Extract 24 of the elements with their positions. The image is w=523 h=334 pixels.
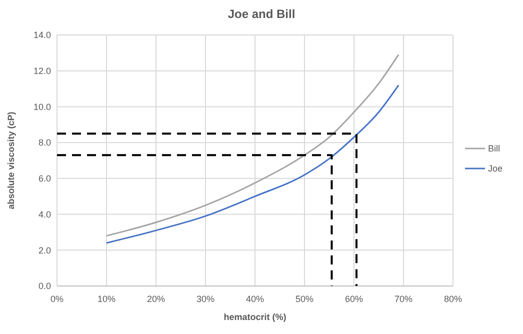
chart-title: Joe and Bill — [228, 7, 296, 21]
y-tick-label: 8.0 — [38, 138, 51, 148]
x-axis-title: hematocrit (%) — [224, 312, 286, 322]
y-axis-title: absolute viscosity (cP) — [6, 112, 16, 210]
x-tick-label: 0% — [50, 294, 64, 304]
x-tick-label: 70% — [394, 294, 413, 304]
x-tick-label: 60% — [344, 294, 364, 304]
x-tick-label: 40% — [246, 294, 264, 304]
line-series — [106, 54, 400, 237]
x-tick-label: 50% — [295, 294, 314, 304]
x-tick-label: 20% — [146, 294, 166, 304]
legend-label: Joe — [488, 164, 503, 174]
y-tick-label: 0.0 — [38, 281, 51, 292]
y-tick-label: 4.0 — [38, 209, 51, 220]
x-tick-label: 10% — [97, 294, 116, 304]
y-tick-label: 14.0 — [33, 30, 51, 40]
x-tick-label: 30% — [196, 294, 215, 304]
y-tick-label: 2.0 — [38, 245, 51, 256]
y-tick-label: 6.0 — [38, 174, 51, 184]
legend-label: Bill — [488, 144, 500, 154]
x-tick-label: 80% — [444, 294, 462, 304]
line-series — [106, 84, 400, 244]
y-tick-label: 12.0 — [33, 66, 51, 76]
y-tick-label: 10.0 — [33, 102, 51, 112]
